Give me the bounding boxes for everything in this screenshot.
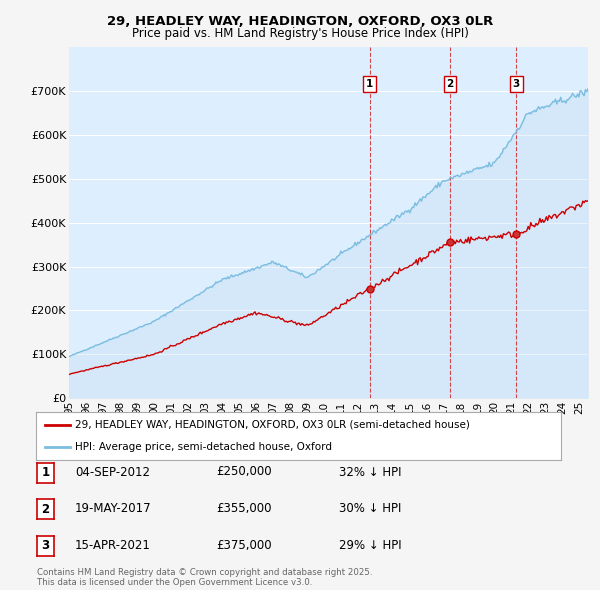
Text: 32% ↓ HPI: 32% ↓ HPI: [339, 466, 401, 478]
Text: 3: 3: [513, 79, 520, 89]
Text: £355,000: £355,000: [216, 502, 271, 515]
Text: 30% ↓ HPI: 30% ↓ HPI: [339, 502, 401, 515]
Text: 2: 2: [41, 503, 50, 516]
Text: 29, HEADLEY WAY, HEADINGTON, OXFORD, OX3 0LR (semi-detached house): 29, HEADLEY WAY, HEADINGTON, OXFORD, OX3…: [76, 420, 470, 430]
Text: 2: 2: [446, 79, 454, 89]
Text: HPI: Average price, semi-detached house, Oxford: HPI: Average price, semi-detached house,…: [76, 442, 332, 452]
Text: Price paid vs. HM Land Registry's House Price Index (HPI): Price paid vs. HM Land Registry's House …: [131, 27, 469, 40]
Text: Contains HM Land Registry data © Crown copyright and database right 2025.
This d: Contains HM Land Registry data © Crown c…: [37, 568, 373, 587]
Text: 15-APR-2021: 15-APR-2021: [75, 539, 151, 552]
Text: 29% ↓ HPI: 29% ↓ HPI: [339, 539, 401, 552]
Text: 1: 1: [41, 466, 50, 479]
Text: 1: 1: [366, 79, 373, 89]
Text: £375,000: £375,000: [216, 539, 272, 552]
Text: 29, HEADLEY WAY, HEADINGTON, OXFORD, OX3 0LR: 29, HEADLEY WAY, HEADINGTON, OXFORD, OX3…: [107, 15, 493, 28]
Text: £250,000: £250,000: [216, 466, 272, 478]
Text: 3: 3: [41, 539, 50, 552]
Text: 04-SEP-2012: 04-SEP-2012: [75, 466, 150, 478]
Text: 19-MAY-2017: 19-MAY-2017: [75, 502, 152, 515]
